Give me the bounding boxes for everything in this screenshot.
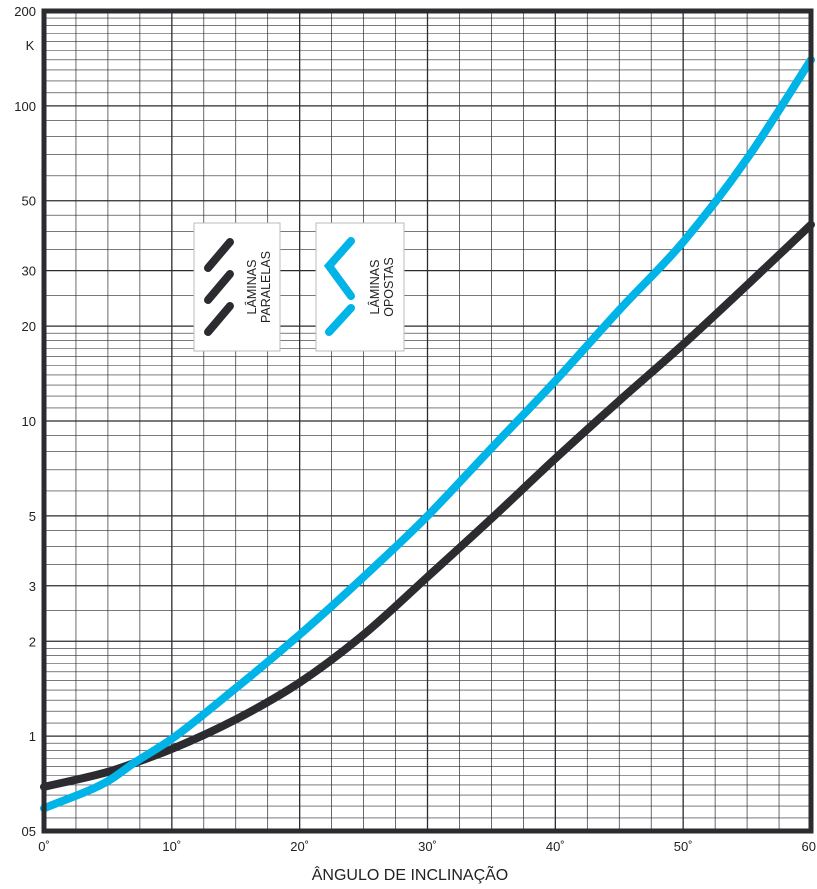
y-tick-label: 3 bbox=[29, 579, 36, 594]
x-tick-label: 40˚ bbox=[546, 839, 565, 854]
series-lines bbox=[40, 55, 815, 813]
x-tick-label: 0˚ bbox=[38, 839, 50, 854]
y-tick-label: 2 bbox=[29, 634, 36, 649]
x-axis-label: ÂNGULO DE INCLINAÇÃO bbox=[312, 864, 508, 884]
x-tick-label: 30˚ bbox=[418, 839, 437, 854]
x-tick-labels: 0˚ 10˚ 20˚ 30˚ 40˚ 50˚ 60 bbox=[38, 839, 816, 854]
series-line-opostas bbox=[40, 55, 815, 813]
y-tick-label: 50 bbox=[22, 194, 36, 209]
y-tick-labels: 05 1 2 3 5 10 20 30 50 100 200 bbox=[14, 4, 36, 839]
legend-paralelas-line1: LÂMINAS bbox=[244, 260, 259, 315]
opposed-blades-icon bbox=[323, 237, 355, 336]
legend-opostas: LÂMINAS OPOSTAS bbox=[315, 222, 405, 352]
legend-paralelas: LÂMINAS PARALELAS bbox=[193, 222, 281, 352]
y-tick-label: 100 bbox=[14, 99, 36, 114]
y-tick-label: 1 bbox=[29, 729, 36, 744]
parallel-blades-icon bbox=[204, 238, 234, 336]
plot-frame bbox=[41, 8, 814, 834]
y-axis-label: K bbox=[26, 38, 35, 53]
y-tick-label: 05 bbox=[22, 824, 36, 839]
x-tick-label: 60 bbox=[802, 839, 816, 854]
y-tick-label: 200 bbox=[14, 4, 36, 19]
legend-opostas-line1: LÂMINAS bbox=[367, 260, 382, 315]
grid bbox=[43, 10, 812, 832]
legend-opostas-line2: OPOSTAS bbox=[382, 257, 396, 317]
y-tick-label: 30 bbox=[22, 264, 36, 279]
x-tick-label: 50˚ bbox=[674, 839, 693, 854]
y-tick-label: 5 bbox=[29, 509, 36, 524]
x-tick-label: 10˚ bbox=[162, 839, 181, 854]
y-tick-label: 10 bbox=[22, 414, 36, 429]
x-tick-label: 20˚ bbox=[290, 839, 309, 854]
legend-paralelas-line2: PARALELAS bbox=[259, 251, 273, 323]
y-tick-label: 20 bbox=[22, 319, 36, 334]
